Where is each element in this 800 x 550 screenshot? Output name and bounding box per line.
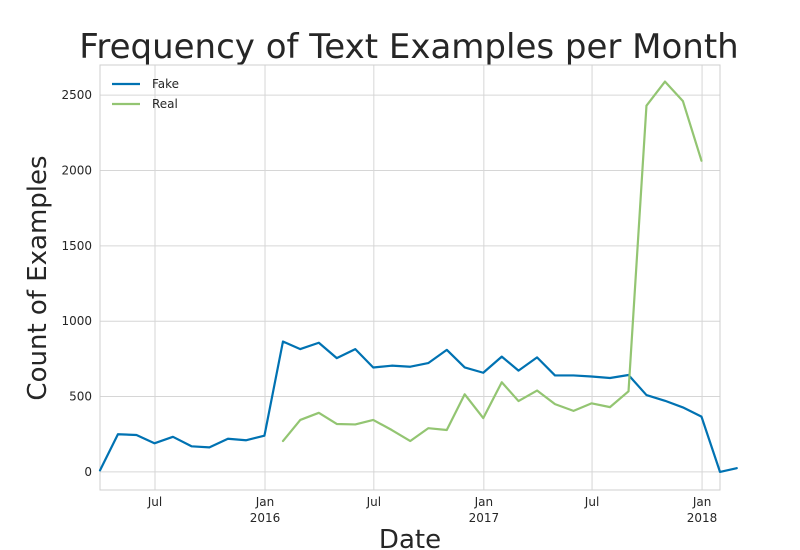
series-layer bbox=[98, 80, 738, 474]
x-axis-label: Date bbox=[379, 525, 441, 550]
legend-label-fake: Fake bbox=[152, 77, 179, 91]
x-tick-label: Jul bbox=[147, 495, 162, 509]
x-tick-label: Jan bbox=[474, 495, 494, 509]
y-tick-label: 1000 bbox=[61, 314, 92, 328]
y-tick-label: 2500 bbox=[61, 88, 92, 102]
chart-title: Frequency of Text Examples per Month bbox=[79, 27, 738, 67]
x-tick-year-label: 2016 bbox=[250, 511, 281, 525]
x-tick-label: Jan bbox=[255, 495, 275, 509]
y-tick-label: 2000 bbox=[61, 163, 92, 177]
x-tick-year-label: 2018 bbox=[687, 511, 718, 525]
y-axis-label: Count of Examples bbox=[23, 155, 53, 400]
y-tick-label: 0 bbox=[84, 465, 92, 479]
x-tick-label: Jul bbox=[366, 495, 381, 509]
legend-label-real: Real bbox=[152, 97, 178, 111]
grid-layer bbox=[100, 65, 720, 490]
tick-layer: 0 500 1000 1500 2000 2500 Jul Jan 2016 Jul Jan 2017… bbox=[61, 88, 717, 525]
y-tick-label: 500 bbox=[69, 390, 92, 404]
x-tick-label: Jan bbox=[692, 495, 712, 509]
series-line-real bbox=[281, 80, 703, 443]
plot-area-border bbox=[99, 64, 721, 491]
y-tick-label: 1500 bbox=[61, 239, 92, 253]
series-line-fake bbox=[98, 340, 738, 474]
legend: Fake Real bbox=[112, 77, 179, 111]
x-tick-year-label: 2017 bbox=[469, 511, 500, 525]
x-tick-label: Jul bbox=[584, 495, 599, 509]
